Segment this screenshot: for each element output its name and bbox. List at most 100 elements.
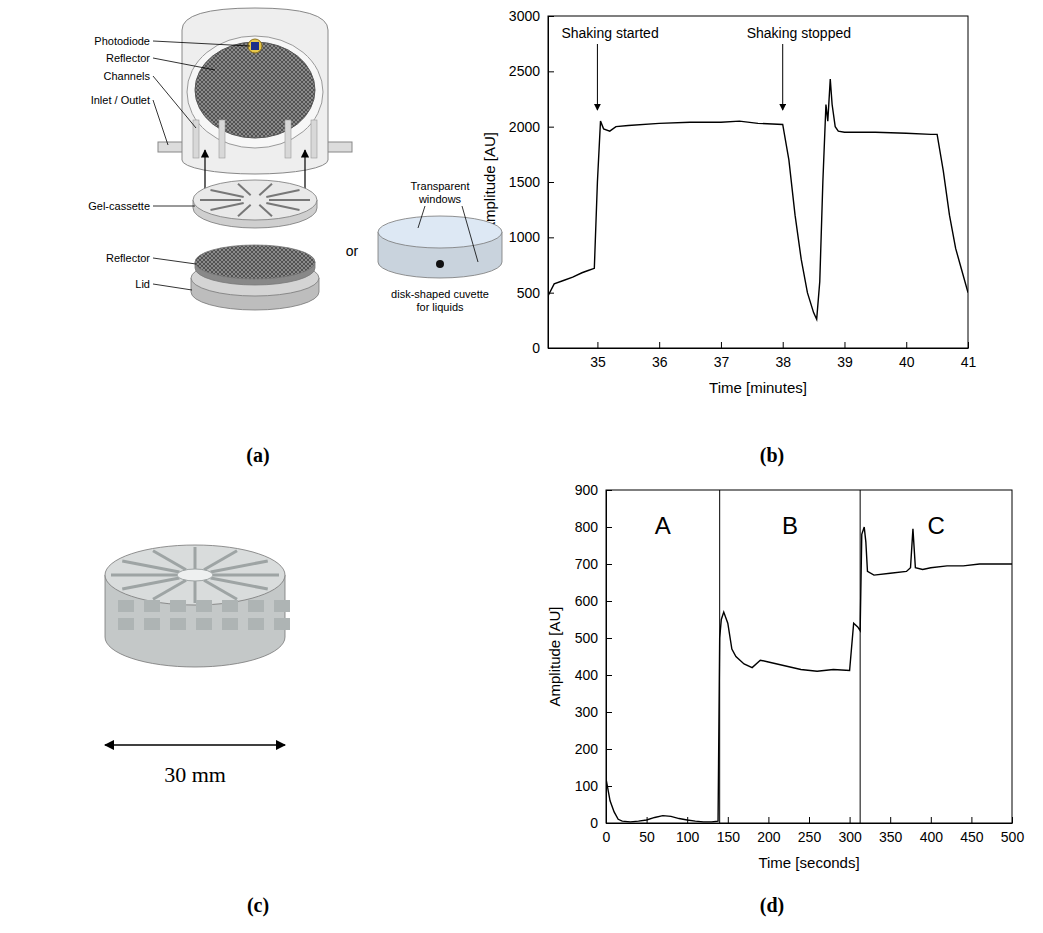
tick-mark <box>1012 817 1013 823</box>
panel-label: (c) <box>247 894 269 917</box>
plot-frame <box>606 490 1012 823</box>
photo-window <box>144 600 160 612</box>
photodiode-ring <box>248 39 262 53</box>
tick-label: 500 <box>1001 829 1025 845</box>
tick: 300 <box>838 817 862 845</box>
leader-line <box>153 41 250 46</box>
tick: 600 <box>575 593 612 609</box>
cassette-spoke <box>238 205 251 216</box>
x-axis-title: Time [seconds] <box>758 854 859 871</box>
cuvette <box>378 216 502 278</box>
tick-label: 600 <box>575 593 599 609</box>
tick: 200 <box>757 817 781 845</box>
tick: 900 <box>575 482 612 498</box>
x-axis: 050100150200250300350400450500 <box>603 817 1025 845</box>
tick-label: 0 <box>603 829 611 845</box>
tick: 2000 <box>509 119 554 135</box>
gel-cassette <box>193 180 317 228</box>
tick-mark <box>606 601 612 602</box>
tick: 35 <box>590 342 606 370</box>
photo-window <box>118 618 134 630</box>
cassette-spoke <box>269 199 310 201</box>
tick-mark <box>606 490 612 491</box>
cassette-spoke <box>238 184 251 195</box>
tick: 800 <box>575 519 612 535</box>
tick-mark <box>606 675 612 676</box>
tick-label: 350 <box>879 829 903 845</box>
photodiode <box>251 42 259 50</box>
diagram-label: Inlet / Outlet <box>91 94 150 106</box>
tick: 350 <box>879 817 903 845</box>
tick: 0 <box>590 815 612 831</box>
tick-mark <box>548 237 554 238</box>
photo-spoke <box>111 574 177 577</box>
photo-window <box>222 618 238 630</box>
tick-label: 36 <box>652 354 668 370</box>
tick-mark <box>783 342 784 348</box>
diagram-label: Photodiode <box>94 35 150 47</box>
tick-mark <box>931 817 932 823</box>
tick: 37 <box>714 342 730 370</box>
photo-window <box>170 600 186 612</box>
leader-line <box>153 100 168 145</box>
tick: 450 <box>960 817 984 845</box>
diagram-label: windows <box>418 193 462 205</box>
tick: 36 <box>652 342 668 370</box>
scale-label: 30 mm <box>164 762 226 787</box>
pipe <box>326 142 352 152</box>
cassette-spoke <box>211 203 244 210</box>
tick-mark <box>597 342 598 348</box>
tick-mark <box>606 527 612 528</box>
tick-label: 200 <box>757 829 781 845</box>
tick-label: 500 <box>575 630 599 646</box>
tick-label: 0 <box>532 340 540 356</box>
tick-label: 300 <box>575 704 599 720</box>
tick-label: 3000 <box>509 8 540 24</box>
gel-cassette-top <box>193 180 317 220</box>
photo-window <box>196 618 212 630</box>
chart-panel: 0501001502002503003504004505000100200300… <box>546 482 1024 871</box>
tick: 400 <box>575 667 612 683</box>
scale-arrow <box>105 744 285 746</box>
data-line <box>606 527 1012 822</box>
tick-mark <box>606 749 612 750</box>
tick-label: 35 <box>590 354 606 370</box>
cuvette-port <box>436 260 444 268</box>
channel-wall <box>219 120 225 158</box>
tick-label: 250 <box>798 829 822 845</box>
cuvette-top <box>378 216 502 248</box>
channel-wall <box>311 120 317 158</box>
tick-mark <box>906 342 907 348</box>
diagram-label: Lid <box>135 278 150 290</box>
axis-line <box>549 348 969 349</box>
photo-window <box>222 600 238 612</box>
tick-label: 40 <box>899 354 915 370</box>
tick-mark <box>721 342 722 348</box>
cassette-photo <box>105 545 285 667</box>
tick-mark <box>809 817 810 823</box>
tick-mark <box>548 71 554 72</box>
tick: 200 <box>575 741 612 757</box>
annotation: Shaking started <box>561 25 658 41</box>
tick-label: 2500 <box>509 63 540 79</box>
photo-window <box>274 618 290 630</box>
pipe <box>158 142 184 152</box>
tick-label: 200 <box>575 741 599 757</box>
tick-label: 41 <box>961 354 977 370</box>
diagram-label: Transparent <box>411 180 470 192</box>
cassette-spoke <box>211 190 244 197</box>
tick: 1500 <box>509 174 554 190</box>
tick-label: 37 <box>714 354 730 370</box>
tick-mark <box>606 638 612 639</box>
plot-marks <box>606 527 1012 822</box>
housing-face <box>187 36 323 148</box>
tick: 41 <box>961 342 977 370</box>
y-axis: 050010001500200025003000 <box>509 8 554 356</box>
tick: 0 <box>532 340 554 356</box>
tick-label: 800 <box>575 519 599 535</box>
diagram-label: Gel-cassette <box>88 200 150 212</box>
photo-spoke <box>204 580 237 599</box>
tick-mark <box>659 342 660 348</box>
tick-label: 2000 <box>509 119 540 135</box>
photo-window <box>196 600 212 612</box>
